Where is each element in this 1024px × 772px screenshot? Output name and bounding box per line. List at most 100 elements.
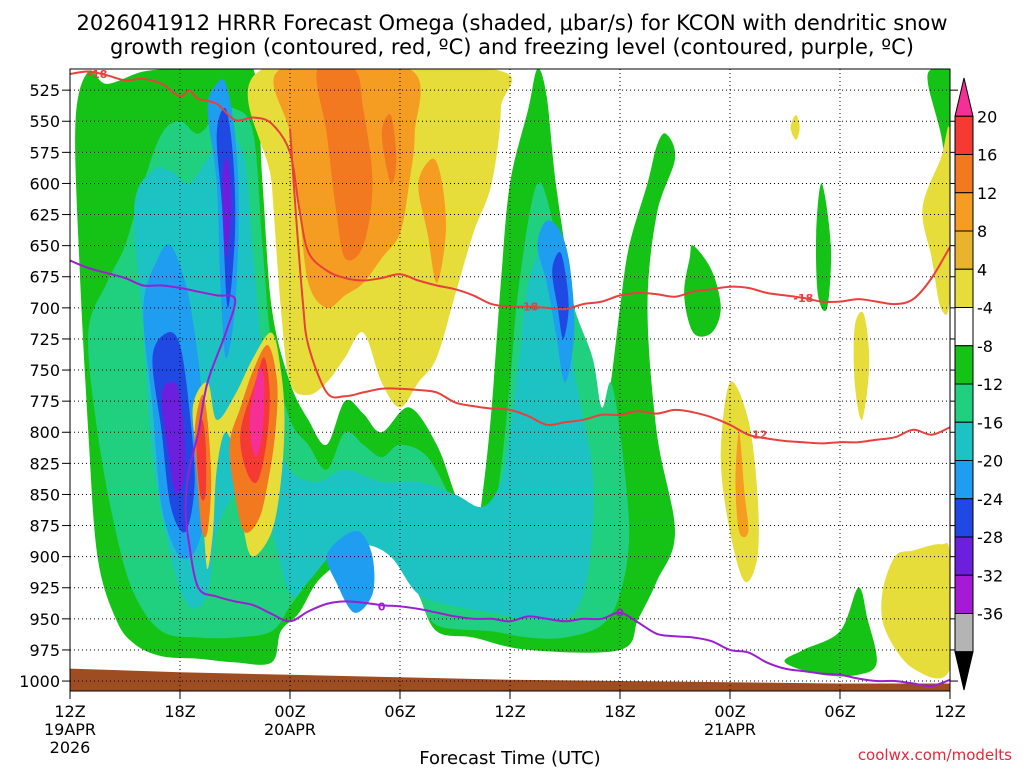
colorbar-label-10: -24 [977,490,1003,509]
colorbar-label-7: -12 [977,375,1003,394]
pressure-axis: 525 550 575 600 625 650 675 700 725 750 775 800 825 8… [19,81,958,691]
x-tick-label-0: 12Z [54,702,85,721]
colorbar-label-6: -8 [977,337,993,356]
chart-title-line1: 2026041912 HRRR Forecast Omega (shaded, … [76,11,947,35]
colorbar-label-12: -32 [977,566,1003,585]
colorbar-bottom-arrow [954,651,974,691]
dgz-contour-0-label-0: -18 [88,68,108,81]
y-tick-label-950: 950 [29,610,60,629]
grid-lines [69,69,951,691]
y-tick-label-825: 825 [29,454,60,473]
colorbar-label-3: 8 [977,222,987,241]
y-tick-label-625: 625 [29,206,60,225]
colorbar-swatch-5 [954,268,974,308]
x-tick-label-18: 06Z [384,702,415,721]
omega-region-9 [326,530,375,613]
colorbar-swatch-12 [954,536,974,576]
y-tick-label-675: 675 [29,268,60,287]
freezing-contour-label-0: 0 [378,600,386,613]
x-tick-label-6: 18Z [164,702,195,721]
omega-region-23 [418,158,447,283]
colorbar-swatch-13 [954,574,974,614]
y-tick-label-750: 750 [29,361,60,380]
y-tick-label-875: 875 [29,517,60,536]
colorbar-label-2: 12 [977,184,997,203]
omega-region-2 [815,183,832,312]
dgz-contour-0-label-1: -18 [518,301,538,314]
plot-area: -18 -18 -18 -12 0 0 [69,68,951,692]
y-tick-label-850: 850 [29,485,60,504]
y-tick-label-925: 925 [29,579,60,598]
y-tick-label-775: 775 [29,392,60,411]
y-tick-label-900: 900 [29,548,60,567]
colorbar-label-4: 4 [977,260,987,279]
omega-region-10 [537,220,575,383]
omega-region-13 [552,251,569,339]
colorbar-label-9: -20 [977,452,1003,471]
colorbar-label-0: 20 [977,107,997,126]
contour-layer: -18 -18 -18 -12 0 0 [70,68,950,688]
x-tick-label-24: 12Z [494,702,525,721]
y-tick-label-1000: 1000 [19,672,60,691]
y-tick-label-550: 550 [29,112,60,131]
omega-region-20 [790,115,800,140]
dgz-contour-1 [289,128,950,445]
colorbar-swatch-1 [954,115,974,155]
x-axis-label: Forecast Time (UTC) [419,748,600,768]
y-tick-label-700: 700 [29,299,60,318]
x-tick-label-42: 06Z [824,702,855,721]
colorbar-swatch-10 [954,460,974,500]
colorbar-label-13: -36 [977,605,1003,624]
colorbar-swatch-11 [954,498,974,538]
x-tick-date-0: 19APR [44,720,96,739]
x-tick-date-36: 21APR [704,720,756,739]
freezing-contour [70,259,950,688]
omega-region-18 [881,543,950,679]
dgz-contour-0 [70,70,950,311]
credit-text: coolwx.com/modelts [858,746,1012,764]
colorbar-label-8: -16 [977,413,1003,432]
dgz-contour-1-label-0: -12 [748,429,768,442]
omega-region-3 [784,587,877,677]
omega-region-19 [922,126,950,315]
omega-region-15 [222,157,232,259]
y-tick-label-975: 975 [29,641,60,660]
omega-region-24 [735,432,749,538]
colorbar-label-5: -4 [977,299,993,318]
colorbar-swatch-4 [954,230,974,270]
x-tick-date-12: 20APR [264,720,316,739]
colorbar-swatch-7 [954,345,974,385]
omega-region-4 [927,69,950,186]
y-tick-label-725: 725 [29,330,60,349]
colorbar-swatch-6 [954,307,974,347]
colorbar-swatch-9 [954,421,974,461]
colorbar-label-1: 16 [977,146,997,165]
colorbar: 20 16 12 8 4 -4 -8 -12 -16 -20 -24 -28 -32 -36 [954,77,1003,691]
omega-region-32 [249,367,265,458]
x-tick-label-36: 00Z [714,702,745,721]
colorbar-swatch-2 [954,154,974,194]
colorbar-swatch-8 [954,383,974,423]
freezing-contour-label-1: 0 [616,607,624,620]
y-tick-label-575: 575 [29,143,60,162]
colorbar-swatch-3 [954,192,974,232]
x-tick-label-12: 00Z [274,702,305,721]
x-tick-label-48: 12Z [934,702,965,721]
x-tick-label-30: 18Z [604,702,635,721]
omega-region-26 [381,114,397,185]
y-tick-label-525: 525 [29,81,60,100]
y-tick-label-600: 600 [29,174,60,193]
omega-region-30 [196,419,207,501]
y-tick-label-800: 800 [29,423,60,442]
omega-region-25 [316,69,373,261]
colorbar-swatch-14 [954,613,974,653]
x-tick-year-0: 2026 [50,738,91,757]
omega-region-21 [853,311,870,421]
colorbar-label-11: -28 [977,528,1003,547]
chart-title-line2: growth region (contoured, red, ºC) and f… [110,35,914,59]
y-tick-label-650: 650 [29,237,60,256]
dgz-contour-0-label-2: -18 [793,292,813,305]
